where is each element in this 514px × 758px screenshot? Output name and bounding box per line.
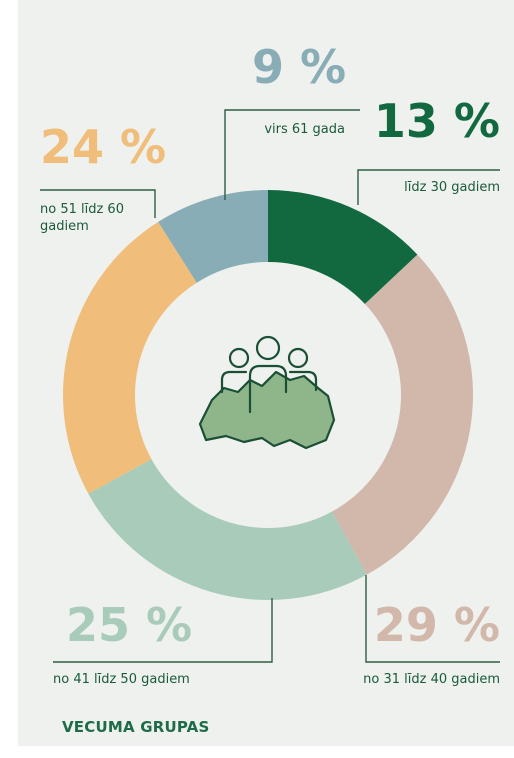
leader-line	[357, 169, 500, 205]
leader-line	[365, 575, 500, 663]
donut-segment	[62, 221, 197, 494]
category-label: no 51 līdz 60 gadiem	[40, 202, 124, 234]
category-label: virs 61 gada	[264, 122, 345, 137]
value-label: 9 %	[252, 40, 347, 94]
donut-segment	[158, 190, 268, 283]
leader-line	[40, 189, 156, 218]
donut-segment	[268, 190, 418, 304]
value-label: 29 %	[373, 598, 500, 652]
donut-segment	[88, 459, 367, 601]
donut-segment	[332, 254, 473, 575]
value-label: 25 %	[66, 598, 193, 652]
category-label: līdz 30 gadiem	[404, 180, 500, 195]
value-label: 24 %	[40, 120, 167, 174]
leader-line	[224, 109, 360, 200]
category-label: no 31 līdz 40 gadiem	[363, 672, 500, 687]
center-icon	[198, 335, 336, 450]
leader-line	[53, 598, 273, 663]
category-label: no 41 līdz 50 gadiem	[53, 672, 190, 687]
value-label: 13 %	[373, 94, 500, 148]
chart-title: VECUMA GRUPAS	[62, 718, 210, 736]
